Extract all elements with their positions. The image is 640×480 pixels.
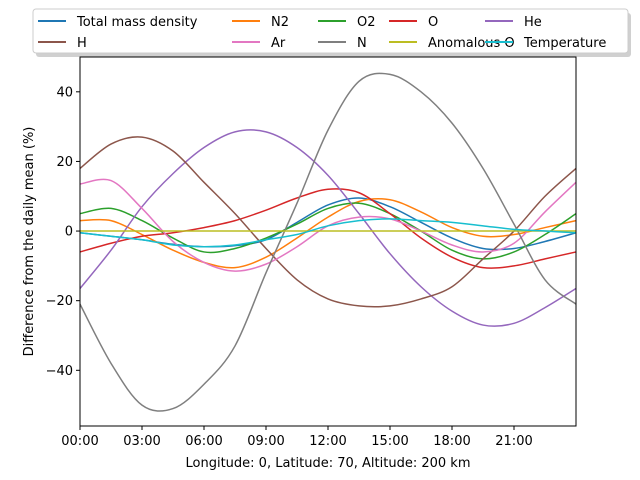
x-tick-label: 03:00 — [123, 434, 160, 449]
series-line-n — [79, 72, 577, 412]
legend-label: Total mass density — [76, 15, 198, 30]
y-tick-label: 0 — [65, 225, 73, 240]
legend-box — [32, 8, 629, 54]
legend-label: N — [357, 36, 367, 51]
y-tick-label: −40 — [46, 364, 73, 379]
x-tick-label: 12:00 — [309, 434, 346, 449]
y-axis-label: Difference from the daily mean (%) — [22, 127, 37, 357]
x-tick-label: 18:00 — [433, 434, 470, 449]
x-tick-label: 09:00 — [247, 434, 284, 449]
x-tick-label: 15:00 — [371, 434, 408, 449]
y-tick-label: 40 — [56, 85, 73, 100]
series-line-he — [79, 129, 577, 327]
series-line-temperature — [79, 218, 577, 248]
y-axis: −40 −20 0 20 40 — [46, 85, 80, 379]
series-line-o — [79, 188, 577, 269]
legend-label: Anomalous O — [428, 36, 515, 51]
y-tick-label: 20 — [56, 155, 73, 170]
y-tick-label: −20 — [46, 294, 73, 309]
legend: Total mass density N2 O2 O He H Ar N Anomalous O… — [32, 8, 631, 57]
x-tick-label: 00:00 — [61, 434, 98, 449]
x-axis-label: Longitude: 0, Latitude: 70, Altitude: 20… — [186, 456, 471, 471]
x-tick-label: 06:00 — [185, 434, 222, 449]
legend-label: Temperature — [523, 36, 606, 51]
legend-label: Ar — [271, 36, 286, 51]
legend-label: He — [524, 15, 542, 30]
x-axis: 00:00 03:00 06:00 09:00 12:00 15:00 18:00 21:00 — [61, 426, 533, 449]
legend-label: O2 — [357, 15, 376, 30]
series-line-n2 — [79, 198, 577, 269]
legend-label: O — [428, 15, 438, 30]
series-layer — [79, 72, 577, 412]
legend-label: N2 — [271, 15, 289, 30]
x-tick-label: 21:00 — [495, 434, 532, 449]
legend-label: H — [77, 36, 87, 51]
